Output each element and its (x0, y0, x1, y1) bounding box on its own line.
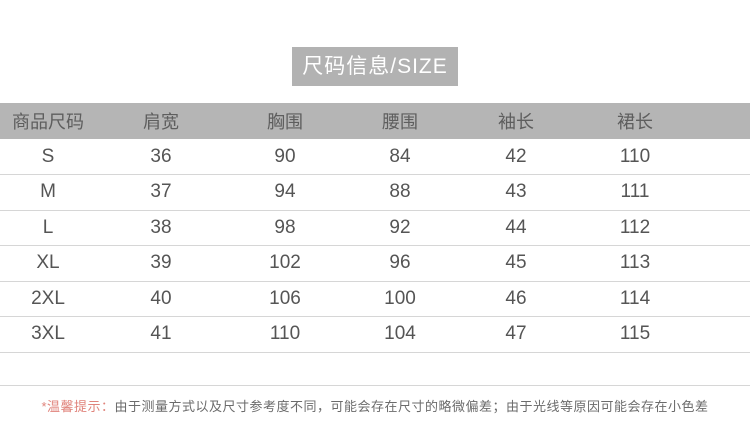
note-prefix: *温馨提示： (41, 398, 115, 414)
cell-waist: 100 (384, 287, 416, 309)
table-row: 3XL 41 110 104 47 115 (0, 317, 750, 352)
column-header-skirt-length: 裙长 (617, 112, 653, 132)
cell-waist: 88 (389, 181, 411, 203)
cell-skirt-length: 114 (619, 287, 651, 309)
column-header-waist: 腰围 (382, 112, 418, 132)
table-row: XL 39 102 96 45 113 (0, 246, 750, 281)
cell-shoulder: 41 (150, 323, 172, 345)
header-row: 商品尺码 肩宽 胸围 腰围 袖长 裙长 (0, 103, 750, 139)
size-table: 商品尺码 肩宽 胸围 腰围 袖长 裙长 S 36 90 84 42 110 M … (0, 103, 750, 353)
cell-bust: 110 (269, 323, 301, 345)
cell-bust: 102 (269, 252, 301, 274)
cell-shoulder: 40 (150, 287, 172, 309)
cell-bust: 98 (274, 216, 296, 238)
cell-size: S (41, 145, 55, 167)
cell-sleeve: 46 (505, 287, 527, 309)
cell-skirt-length: 113 (619, 252, 651, 274)
cell-size: M (40, 181, 56, 203)
column-header-bust: 胸围 (267, 112, 303, 132)
cell-size: L (42, 216, 54, 238)
disclaimer-note: *温馨提示：由于测量方式以及尺寸参考度不同，可能会存在尺寸的略微偏差；由于光线等… (0, 384, 750, 415)
cell-shoulder: 36 (150, 145, 172, 167)
cell-bust: 90 (274, 145, 296, 167)
footer-gap (0, 353, 750, 385)
column-header-shoulder: 肩宽 (143, 112, 179, 132)
cell-skirt-length: 110 (619, 145, 651, 167)
cell-sleeve: 43 (505, 181, 527, 203)
cell-waist: 96 (389, 252, 411, 274)
badge-container: 尺码信息/SIZE (0, 0, 750, 86)
column-header-sleeve: 袖长 (498, 112, 534, 132)
column-header-size: 商品尺码 (12, 112, 84, 132)
cell-sleeve: 45 (505, 252, 527, 274)
cell-skirt-length: 115 (619, 323, 651, 345)
cell-sleeve: 44 (505, 216, 527, 238)
cell-sleeve: 42 (505, 145, 527, 167)
cell-waist: 104 (384, 323, 416, 345)
table-row: M 37 94 88 43 111 (0, 175, 750, 210)
table-row: 2XL 40 106 100 46 114 (0, 281, 750, 317)
cell-shoulder: 37 (150, 181, 172, 203)
cell-bust: 94 (274, 181, 296, 203)
cell-size: 3XL (31, 323, 65, 345)
cell-shoulder: 38 (150, 216, 172, 238)
cell-skirt-length: 112 (619, 216, 651, 238)
cell-size: XL (36, 252, 60, 274)
table-row: L 38 98 92 44 112 (0, 210, 750, 246)
table-row: S 36 90 84 42 110 (0, 139, 750, 175)
note-text: 由于测量方式以及尺寸参考度不同，可能会存在尺寸的略微偏差；由于光线等原因可能会存… (114, 398, 709, 414)
cell-shoulder: 39 (150, 252, 172, 274)
cell-waist: 92 (389, 216, 411, 238)
cell-bust: 106 (269, 287, 301, 309)
cell-size: 2XL (31, 287, 65, 309)
cell-sleeve: 47 (505, 323, 527, 345)
size-info-badge: 尺码信息/SIZE (292, 47, 458, 86)
cell-waist: 84 (389, 145, 411, 167)
cell-skirt-length: 111 (620, 181, 650, 203)
